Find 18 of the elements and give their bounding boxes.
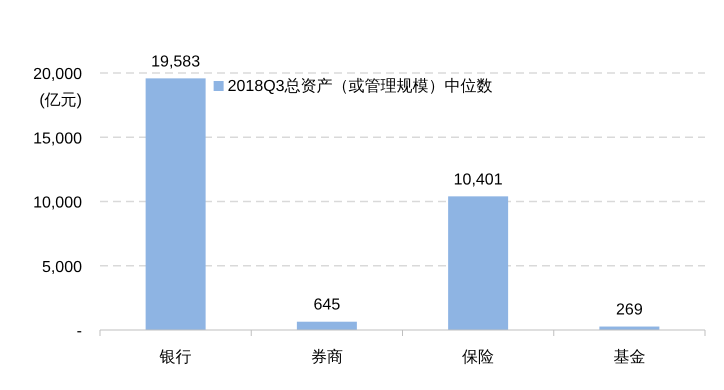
y-tick-label: 15,000 [33, 130, 82, 148]
x-tick-label: 保险 [462, 349, 494, 366]
bar [146, 78, 206, 330]
y-tick-label: 5,000 [42, 258, 82, 276]
bar [296, 322, 357, 330]
y-tick-label: 20,000 [33, 66, 82, 83]
data-label: 10,401 [454, 171, 503, 188]
data-label: 645 [314, 296, 340, 314]
x-tick-label: 银行 [158, 349, 192, 366]
y-axis-title: (亿元) [39, 92, 82, 109]
data-label: 269 [616, 302, 643, 319]
y-tick-label: - [76, 323, 82, 340]
legend-label: 2018Q3总资产（或管理规模）中位数 [228, 77, 493, 95]
x-tick-label: 券商 [310, 348, 343, 366]
data-label: 19,583 [151, 53, 200, 70]
y-tick-label: 10,000 [33, 194, 82, 212]
x-tick-label: 基金 [613, 348, 646, 366]
bar [448, 196, 508, 330]
